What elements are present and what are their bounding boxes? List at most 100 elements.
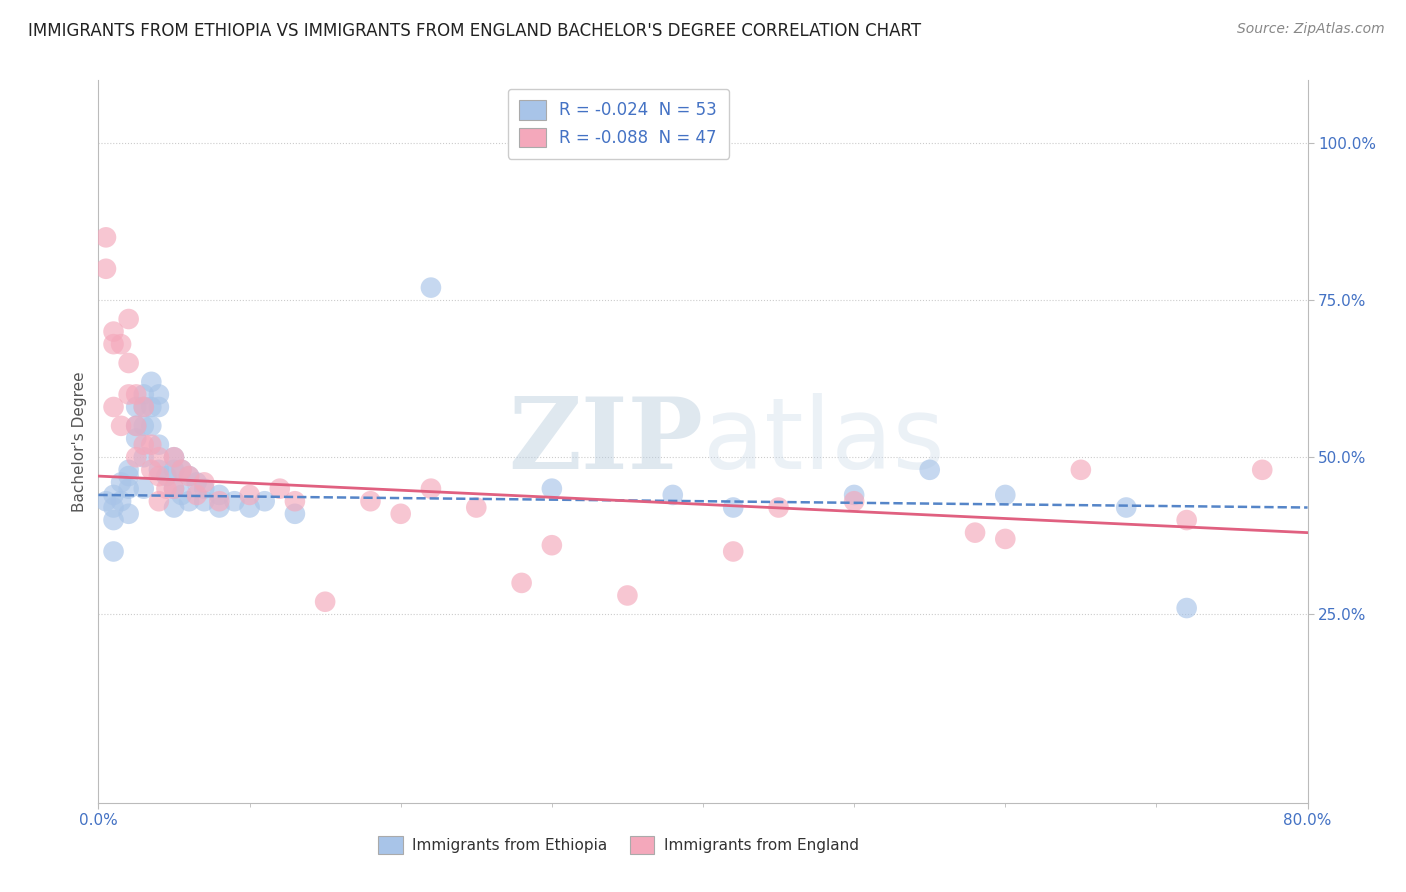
Point [1251,463,1274,477]
Point [994,532,1017,546]
Point [132,450,155,465]
Text: ZIP: ZIP [508,393,703,490]
Point [125,418,148,433]
Point [661,488,683,502]
Point [118,507,141,521]
Point [540,538,562,552]
Point [103,400,125,414]
Point [148,387,170,401]
Point [141,400,163,414]
Point [208,500,231,515]
Point [103,488,125,502]
Point [420,482,443,496]
Point [465,500,488,515]
Point [918,463,941,477]
Point [132,482,155,496]
Point [118,387,141,401]
Point [193,494,215,508]
Text: IMMIGRANTS FROM ETHIOPIA VS IMMIGRANTS FROM ENGLAND BACHELOR'S DEGREE CORRELATIO: IMMIGRANTS FROM ETHIOPIA VS IMMIGRANTS F… [28,22,921,40]
Point [148,400,170,414]
Point [314,595,336,609]
Point [125,450,148,465]
Point [208,494,231,508]
Point [118,463,141,477]
Point [170,463,193,477]
Point [208,488,231,502]
Point [163,450,186,465]
Point [148,438,170,452]
Point [125,431,148,445]
Point [284,494,307,508]
Point [110,337,132,351]
Point [844,488,866,502]
Point [616,589,638,603]
Point [163,482,186,496]
Point [994,488,1017,502]
Point [103,325,125,339]
Point [110,475,132,490]
Point [193,475,215,490]
Point [132,400,155,414]
Point [170,463,193,477]
Point [1175,601,1198,615]
Point [163,482,186,496]
Point [132,438,155,452]
Point [103,337,125,351]
Point [125,400,148,414]
Legend: Immigrants from Ethiopia, Immigrants from England: Immigrants from Ethiopia, Immigrants fro… [373,830,865,860]
Point [224,494,246,508]
Point [148,494,170,508]
Point [179,469,201,483]
Point [132,400,155,414]
Point [118,469,141,483]
Point [284,507,307,521]
Point [179,469,201,483]
Point [94,261,117,276]
Point [269,482,291,496]
Point [186,488,208,502]
Text: Source: ZipAtlas.com: Source: ZipAtlas.com [1237,22,1385,37]
Point [510,575,533,590]
Point [148,463,170,477]
Point [118,356,141,370]
Point [103,500,125,515]
Text: atlas: atlas [703,393,945,490]
Point [389,507,412,521]
Point [148,450,170,465]
Point [132,418,155,433]
Point [1070,463,1092,477]
Point [723,500,745,515]
Point [118,482,141,496]
Point [110,418,132,433]
Point [155,469,177,483]
Point [110,494,132,508]
Point [155,482,177,496]
Point [193,482,215,496]
Point [420,280,443,294]
Point [179,494,201,508]
Point [163,450,186,465]
Point [132,387,155,401]
Point [844,494,866,508]
Point [103,513,125,527]
Y-axis label: Bachelor's Degree: Bachelor's Degree [72,371,87,512]
Point [170,488,193,502]
Point [965,525,987,540]
Point [540,482,562,496]
Point [253,494,276,508]
Point [141,375,163,389]
Point [1175,513,1198,527]
Point [94,230,117,244]
Point [125,418,148,433]
Point [118,312,141,326]
Point [239,500,262,515]
Point [360,494,382,508]
Point [723,544,745,558]
Point [141,463,163,477]
Point [1115,500,1137,515]
Point [103,544,125,558]
Point [141,438,163,452]
Point [768,500,790,515]
Point [163,463,186,477]
Point [125,387,148,401]
